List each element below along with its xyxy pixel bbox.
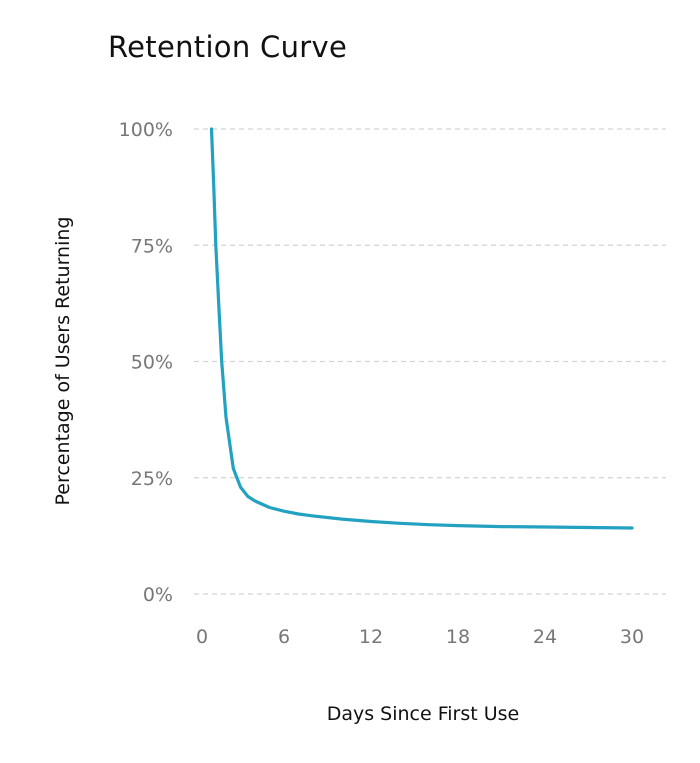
x-tick-label: 24 <box>533 626 557 648</box>
x-tick-label: 30 <box>620 626 644 648</box>
x-tick-label: 18 <box>446 626 470 648</box>
y-axis-label: Percentage of Users Returning <box>52 217 74 506</box>
x-axis-label: Days Since First Use <box>327 703 520 725</box>
x-tick-label: 6 <box>278 626 290 648</box>
y-tick-label: 50% <box>131 352 173 374</box>
y-tick-labels: 0% 25% 50% 75% 100% <box>119 119 173 606</box>
x-tick-label: 12 <box>359 626 383 648</box>
y-tick-label: 25% <box>131 468 173 490</box>
x-tick-label: 0 <box>196 626 208 648</box>
x-tick-labels: 0 6 12 18 24 30 <box>196 626 644 648</box>
retention-line <box>209 127 634 530</box>
y-tick-label: 0% <box>143 584 173 606</box>
gridlines <box>194 128 666 595</box>
y-tick-label: 100% <box>119 119 173 141</box>
y-tick-label: 75% <box>131 235 173 257</box>
chart-title: Retention Curve <box>108 30 348 64</box>
